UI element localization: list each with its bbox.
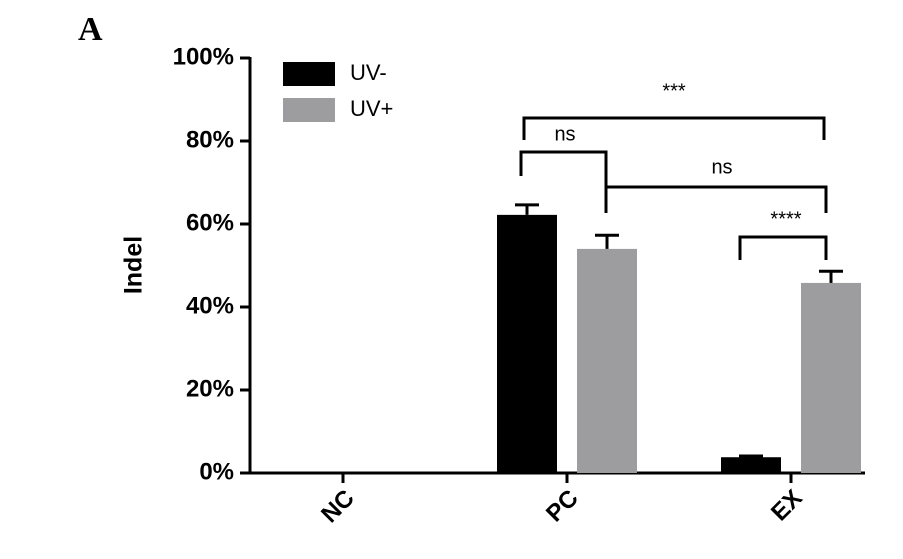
- significance-bracket: [738, 235, 828, 260]
- significance-label: ****: [770, 208, 801, 230]
- significance-label: ns: [554, 123, 575, 145]
- y-axis-label: Indel: [120, 236, 148, 294]
- x-tick-label: NC: [316, 485, 360, 529]
- legend-label: UV-: [350, 60, 387, 85]
- significance-bracket: [519, 150, 608, 213]
- y-tick-label: 60%: [186, 209, 234, 236]
- legend-swatch: [283, 62, 335, 86]
- legend-label: UV+: [350, 96, 393, 121]
- y-tick-label: 0%: [199, 458, 234, 485]
- y-tick-label: 40%: [186, 292, 234, 319]
- bar: [801, 282, 861, 473]
- x-tick-label: PC: [541, 485, 584, 528]
- y-tick-label: 100%: [173, 43, 234, 70]
- significance-label: ns: [711, 156, 732, 178]
- bar: [497, 214, 557, 473]
- y-tick-label: 80%: [186, 126, 234, 153]
- significance-bracket: [522, 116, 826, 140]
- significance-label: ***: [662, 80, 686, 102]
- bar: [577, 248, 637, 473]
- legend-swatch: [283, 98, 335, 122]
- panel-label: A: [78, 11, 103, 48]
- bar: [721, 457, 781, 473]
- significance-bracket: [604, 185, 828, 213]
- y-tick-label: 20%: [186, 375, 234, 402]
- x-tick-label: EX: [766, 485, 808, 527]
